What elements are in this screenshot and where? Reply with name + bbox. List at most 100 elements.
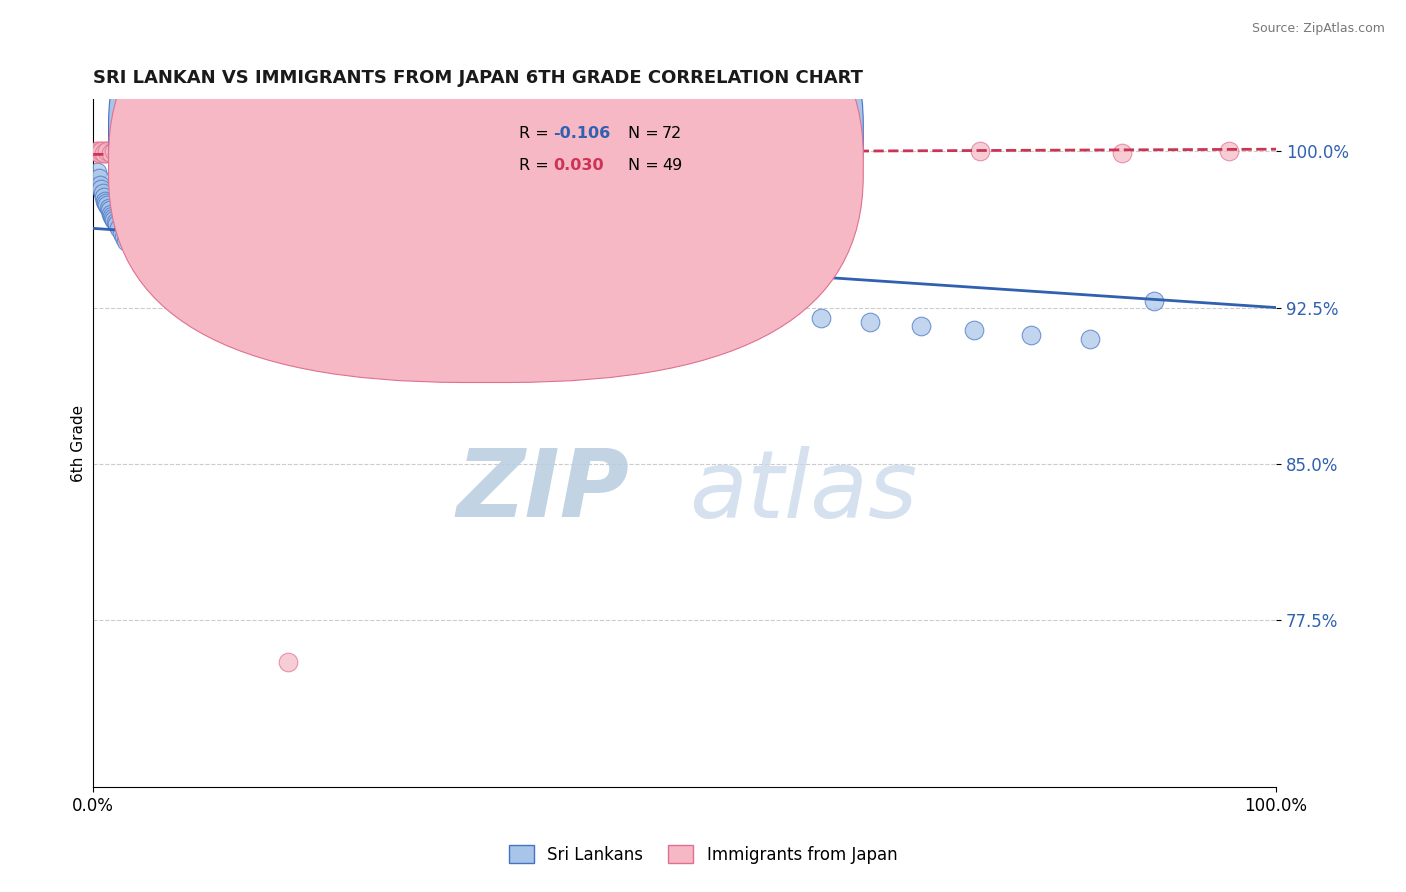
Point [132,232,155,246]
Point [118,207,141,221]
Point [266,146,288,161]
Point [98,145,121,159]
Point [127,223,149,237]
Point [93,146,115,161]
Text: 0.030: 0.030 [554,159,605,173]
Point [96,145,118,159]
Point [105,217,128,231]
Point [250,248,273,262]
Point [90,146,112,161]
Point [114,145,136,159]
Point [104,215,127,229]
Legend: Sri Lankans, Immigrants from Japan: Sri Lankans, Immigrants from Japan [502,838,904,871]
Point [120,211,142,225]
Text: Source: ZipAtlas.com: Source: ZipAtlas.com [1251,22,1385,36]
Point [1019,327,1042,342]
Point [90,182,112,196]
Point [122,146,145,161]
Point [859,315,882,329]
Point [103,146,125,161]
Point [91,186,114,200]
Point [336,244,359,259]
Point [307,145,329,159]
Point [969,145,991,159]
Point [108,146,131,161]
Point [87,171,110,186]
Point [96,196,118,211]
Point [606,290,628,304]
Point [263,252,285,267]
Text: atlas: atlas [689,446,917,537]
FancyBboxPatch shape [108,0,863,351]
Point [640,294,662,309]
Text: N =: N = [628,126,664,141]
Point [141,219,163,234]
Point [910,319,932,334]
Point [96,145,118,159]
Text: 49: 49 [662,159,682,173]
Point [100,146,122,161]
Point [96,198,118,212]
Point [174,215,197,229]
Point [226,240,249,254]
Point [86,165,108,179]
Point [136,215,159,229]
Point [839,146,862,161]
Point [162,235,184,250]
Point [395,257,418,271]
Point [89,178,111,192]
Point [762,307,785,321]
Point [86,145,108,159]
Point [110,145,132,159]
Text: ZIP: ZIP [457,445,628,537]
Point [543,282,565,296]
FancyBboxPatch shape [441,106,762,192]
Point [513,277,536,292]
Point [224,145,246,159]
Point [238,244,260,259]
Point [439,265,461,279]
Point [105,145,128,159]
Point [86,145,108,159]
Point [100,146,122,161]
Point [718,302,741,317]
Point [101,209,124,223]
Point [125,219,148,234]
Point [290,260,312,275]
Point [276,257,298,271]
Point [188,223,211,237]
Text: -0.106: -0.106 [554,126,610,141]
Point [572,285,595,300]
Point [304,265,326,279]
Point [319,269,342,284]
Point [87,146,110,161]
Point [104,146,127,161]
Text: R =: R = [519,126,554,141]
FancyBboxPatch shape [108,0,863,383]
Point [108,146,131,161]
Point [101,145,124,159]
Point [90,145,112,159]
Point [181,219,204,234]
Point [103,213,125,227]
Point [100,207,122,221]
Point [89,145,111,159]
Point [108,221,131,235]
Point [188,146,211,161]
Point [167,211,190,225]
Point [120,145,142,159]
Point [110,226,132,240]
Point [207,232,229,246]
Point [122,215,145,229]
Point [103,145,125,159]
Text: R =: R = [519,159,554,173]
Point [810,310,832,325]
Point [118,146,141,161]
Point [129,227,152,242]
Point [159,145,181,159]
Point [150,227,173,242]
Point [98,202,121,217]
Text: SRI LANKAN VS IMMIGRANTS FROM JAPAN 6TH GRADE CORRELATION CHART: SRI LANKAN VS IMMIGRANTS FROM JAPAN 6TH … [93,69,863,87]
Point [963,324,986,338]
Point [94,145,117,159]
